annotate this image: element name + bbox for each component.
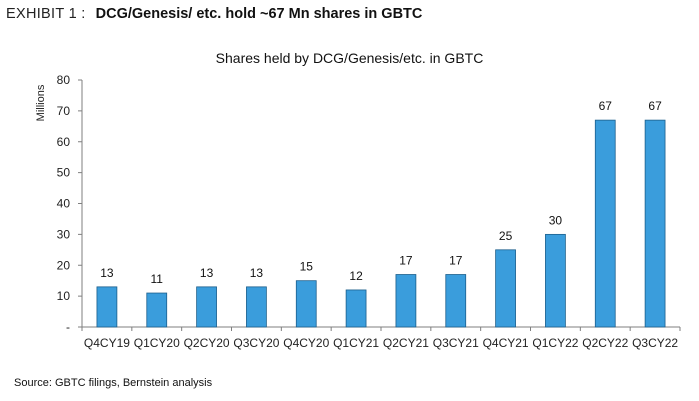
bar <box>246 286 267 328</box>
data-label: 13 <box>200 266 214 280</box>
bar <box>196 286 217 328</box>
x-tick-label: Q4CY21 <box>483 336 529 350</box>
data-label: 13 <box>100 266 114 280</box>
bar <box>146 292 168 328</box>
data-label: 67 <box>599 99 613 113</box>
y-tick-label: - <box>66 320 70 334</box>
bar <box>345 289 367 328</box>
data-label: 30 <box>549 213 563 227</box>
bar <box>295 280 317 328</box>
x-tick-label: Q1CY22 <box>532 336 578 350</box>
bar <box>96 286 118 328</box>
x-tick-label: Q4CY20 <box>283 336 329 350</box>
x-tick-label: Q1CY21 <box>333 336 379 350</box>
bar <box>395 274 417 328</box>
bar <box>545 233 566 328</box>
data-label: 15 <box>300 260 314 274</box>
x-tick-label: Q4CY19 <box>84 336 130 350</box>
data-label: 17 <box>399 254 413 268</box>
bar <box>644 119 666 328</box>
bar <box>594 119 616 328</box>
x-tick-label: Q2CY20 <box>184 336 230 350</box>
source-note: Source: GBTC filings, Bernstein analysis <box>14 377 213 389</box>
chart-title: Shares held by DCG/Genesis/etc. in GBTC <box>215 50 484 66</box>
y-tick-label: 80 <box>57 73 71 87</box>
y-tick-label: 30 <box>57 227 71 241</box>
y-tick-label: 40 <box>57 197 71 211</box>
data-label: 11 <box>151 272 164 286</box>
x-tick-label: Q3CY22 <box>632 336 678 350</box>
exhibit-label: EXHIBIT 1 : <box>6 6 86 22</box>
data-label: 17 <box>449 254 463 268</box>
y-tick-label: 10 <box>57 289 71 303</box>
data-label: 67 <box>648 99 662 113</box>
y-tick-label: 50 <box>57 166 71 180</box>
x-tick-label: Q2CY21 <box>383 336 429 350</box>
exhibit-title: DCG/Genesis/ etc. hold ~67 Mn shares in … <box>95 6 423 22</box>
x-tick-label: Q3CY20 <box>233 336 279 350</box>
y-tick-label: 20 <box>57 258 71 272</box>
exhibit-header: EXHIBIT 1 : DCG/Genesis/ etc. hold ~67 M… <box>6 6 422 22</box>
data-label: 12 <box>349 269 363 283</box>
data-label: 13 <box>250 266 264 280</box>
y-tick-label: 70 <box>57 104 71 118</box>
bar <box>445 274 467 328</box>
x-tick-label: Q1CY20 <box>134 336 180 350</box>
bar <box>495 249 516 328</box>
data-label: 25 <box>499 229 513 243</box>
y-axis-label: Millions <box>35 84 47 121</box>
x-tick-label: Q3CY21 <box>433 336 479 350</box>
x-tick-label: Q2CY22 <box>582 336 628 350</box>
y-tick-label: 60 <box>57 135 71 149</box>
